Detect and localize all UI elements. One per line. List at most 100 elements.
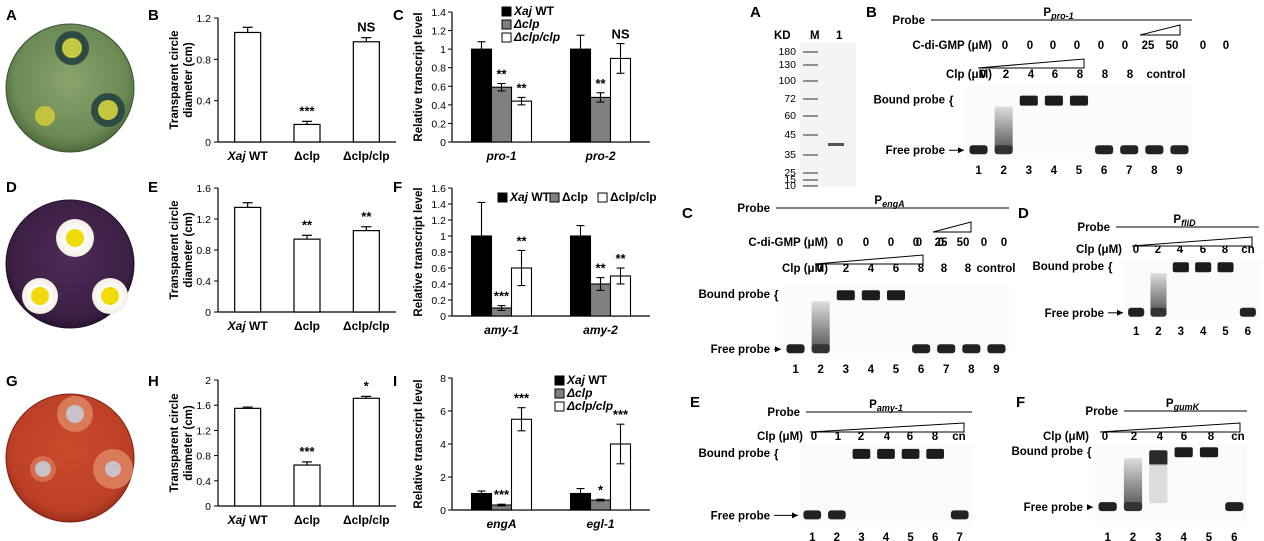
emsaC-clp-wedge <box>814 254 924 265</box>
emsaC-free-probe-label: Free probe <box>711 344 770 356</box>
chart-c: 0 0.2 0.4 0.6 0.8 1 1.2 1.4 Relative transcript … <box>413 4 650 163</box>
emsaE-clp-wedge <box>809 422 965 433</box>
emsaC-clp-value: 2 <box>843 263 849 275</box>
emsaB-free-band <box>994 145 1013 155</box>
emsaE-clp-value: 4 <box>884 431 891 443</box>
emsaB-lane-number: 8 <box>1151 165 1158 177</box>
emsaE-lane-number: 4 <box>883 532 890 541</box>
chartB-bar <box>234 31 262 143</box>
emsaC-free-band <box>962 344 981 354</box>
emsaF-clp-value: 4 <box>1157 431 1164 443</box>
emsaD-lane-number: 1 <box>1133 326 1140 338</box>
chartE-category-label: Δclp <box>294 319 320 333</box>
emsaC-lane-number: 7 <box>943 364 949 376</box>
chartI-group-label: egl-1 <box>586 517 614 531</box>
emsaC-cdigmp-value: 0 <box>938 237 944 249</box>
chartF-legend-label: Δclp/clp <box>610 190 657 204</box>
panel-label-i: I <box>393 373 397 390</box>
emsaD-lane-number: 5 <box>1222 326 1229 338</box>
sample-lane-label: 1 <box>836 30 843 42</box>
chartH-significance-label: *** <box>299 444 315 459</box>
emsaB-bound-band <box>1019 95 1038 106</box>
chartE-significance-label: ** <box>361 209 372 224</box>
emsaF-bound-brace: { <box>1087 447 1092 459</box>
emsaE-clp-value: 2 <box>858 431 864 443</box>
emsaD-lane-number: 6 <box>1245 326 1251 338</box>
emsaE-free-band <box>828 510 846 520</box>
chart-i: 0 2 4 6 8 Relative transcript level *** *** engA… <box>413 373 650 531</box>
emsaE-clp-label: Clp (μM) <box>757 431 803 443</box>
emsaC-bound-band <box>861 290 880 301</box>
emsaE-clp-value: 0 <box>811 431 817 443</box>
chartI-legend-swatch <box>554 401 565 412</box>
chartB-category-label: Xaj WT <box>227 149 269 163</box>
emsaB-cdigmp-value: 0 <box>1200 40 1206 52</box>
clp-protein-band <box>828 143 844 146</box>
chartE-y-axis-label: diameter (cm) <box>183 212 195 288</box>
chartF-legend-swatch <box>597 192 608 203</box>
chartH-ytick-label: 1.2 <box>196 425 211 437</box>
chartC-bar <box>589 96 612 143</box>
chartC-legend-swatch <box>501 19 512 30</box>
chartE-ytick-label: 1.6 <box>196 183 211 195</box>
chartF-bar <box>569 235 592 317</box>
emsaF-probe-label: Probe <box>1085 406 1118 418</box>
emsaF-free-arrowhead <box>1087 504 1093 511</box>
emsaB-free-band <box>1145 145 1164 155</box>
emsaD-clp-value: 4 <box>1177 244 1184 256</box>
emsaE-clp-value: 1 <box>835 431 842 443</box>
chartI-y-axis-label: Relative transcript level <box>413 379 425 508</box>
chartC-ytick-label: 0.8 <box>431 63 446 75</box>
emsaF-lane-number: 1 <box>1104 532 1111 541</box>
emsaE-lane-number: 2 <box>834 532 840 541</box>
panel-label-e2: E <box>690 394 700 411</box>
chartE-y-axis-label: Transparent circle <box>169 200 181 299</box>
chartC-ytick-label: 0 <box>440 137 446 149</box>
emsaB-clp-value: 8 <box>1127 69 1134 81</box>
chartI-significance-label: *** <box>613 407 629 422</box>
emsaF-free-probe-label: Free probe <box>1024 502 1083 514</box>
chartI-legend-label: Xaj WT <box>566 373 608 387</box>
emsaF-bound-band <box>1199 447 1219 458</box>
emsaE-lane-number: 5 <box>907 532 914 541</box>
emsaC-free-band <box>786 344 805 354</box>
emsaB-lane-number: 1 <box>975 165 982 177</box>
chartF-significance-label: ** <box>595 261 606 276</box>
emsaD-gel-background <box>1125 260 1259 320</box>
plate-d-image <box>5 199 135 329</box>
emsaF-smear <box>1149 464 1168 504</box>
emsaD-lane-number: 3 <box>1178 326 1184 338</box>
chartI-ytick-label: 2 <box>440 472 446 484</box>
emsaE-lane-number: 1 <box>809 532 816 541</box>
chartF-ytick-label: 0.8 <box>431 247 446 259</box>
emsaF-clp-label: Clp (μM) <box>1043 431 1089 443</box>
chartF-legend-label: Xaj WT <box>509 190 551 204</box>
emsaB-bound-band <box>1069 95 1089 106</box>
chartH-ytick-label: 0 <box>205 501 211 513</box>
emsaB-clp-wedge <box>977 58 1085 69</box>
chartF-legend-swatch <box>549 192 560 203</box>
emsaB-clp-value: 2 <box>1003 69 1009 81</box>
emsaC-lane-number: 8 <box>968 364 975 376</box>
chart-h: 0 0.4 0.8 1.2 1.6 2 Transparent circle diameter… <box>169 375 396 527</box>
chart-b: 0 0.4 0.8 1.2 Transparent circle diameter (cm… <box>169 13 396 163</box>
emsaC-free-band <box>811 344 830 354</box>
chartC-legend-label: Δclp/clp <box>513 30 560 44</box>
chartI-ytick-label: 6 <box>440 406 446 418</box>
emsaF-bound-band <box>1174 447 1193 458</box>
emsaB-cdigmp-value: 0 <box>1122 40 1128 52</box>
emsaB-lane-number: 2 <box>1000 165 1006 177</box>
emsaB-free-band <box>1120 145 1139 155</box>
emsaC-bound-band <box>836 290 855 301</box>
emsaC-clp-value: 0 <box>817 263 823 275</box>
emsaF-lane-number: 2 <box>1130 532 1136 541</box>
chartC-significance-label: ** <box>496 67 507 82</box>
plate-a-image <box>5 23 135 153</box>
chartI-ytick-label: 0 <box>440 505 446 517</box>
emsaD-lane-number: 4 <box>1200 326 1207 338</box>
panel-label-c2: C <box>682 205 693 222</box>
chartI-legend-swatch <box>554 375 565 386</box>
emsaB-clp-value: 8 <box>1102 69 1109 81</box>
chartB-category-label: Δclp <box>294 149 320 163</box>
